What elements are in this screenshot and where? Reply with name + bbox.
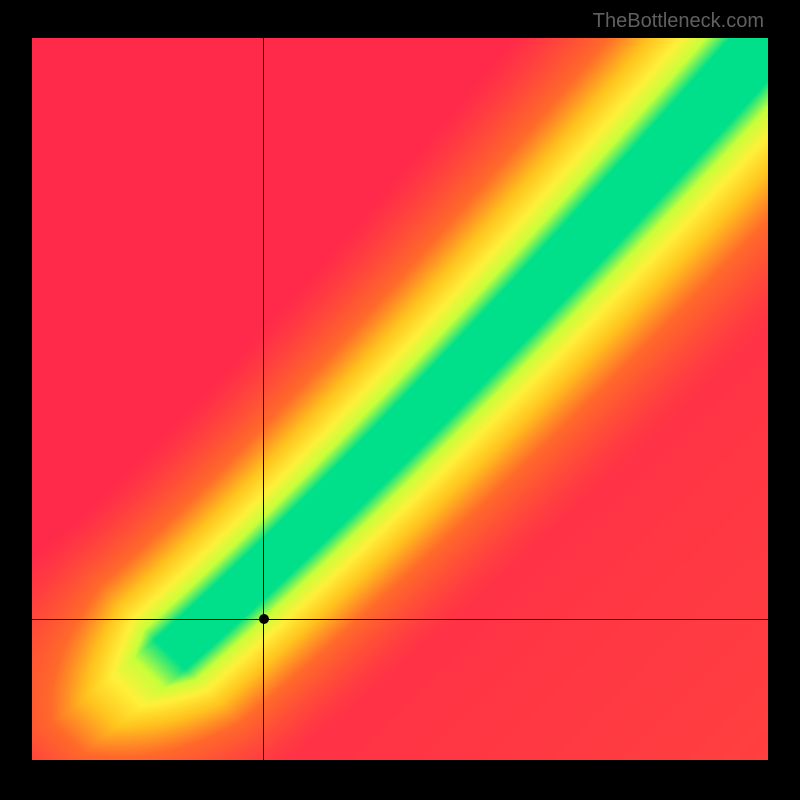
crosshair-horizontal: [32, 619, 768, 620]
heatmap-canvas: [32, 38, 768, 760]
watermark-text: TheBottleneck.com: [593, 10, 764, 33]
heatmap-plot: [32, 38, 768, 760]
crosshair-vertical: [263, 38, 264, 760]
marker-point: [259, 614, 269, 624]
